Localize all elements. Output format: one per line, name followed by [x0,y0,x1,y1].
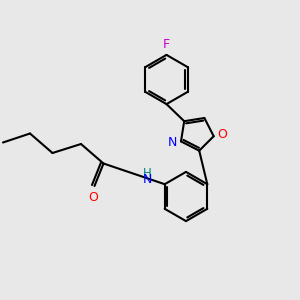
Text: O: O [218,128,227,141]
Text: F: F [163,38,170,51]
Text: H: H [143,167,152,180]
Text: N: N [142,173,152,186]
Text: O: O [88,191,98,204]
Text: N: N [168,136,177,149]
